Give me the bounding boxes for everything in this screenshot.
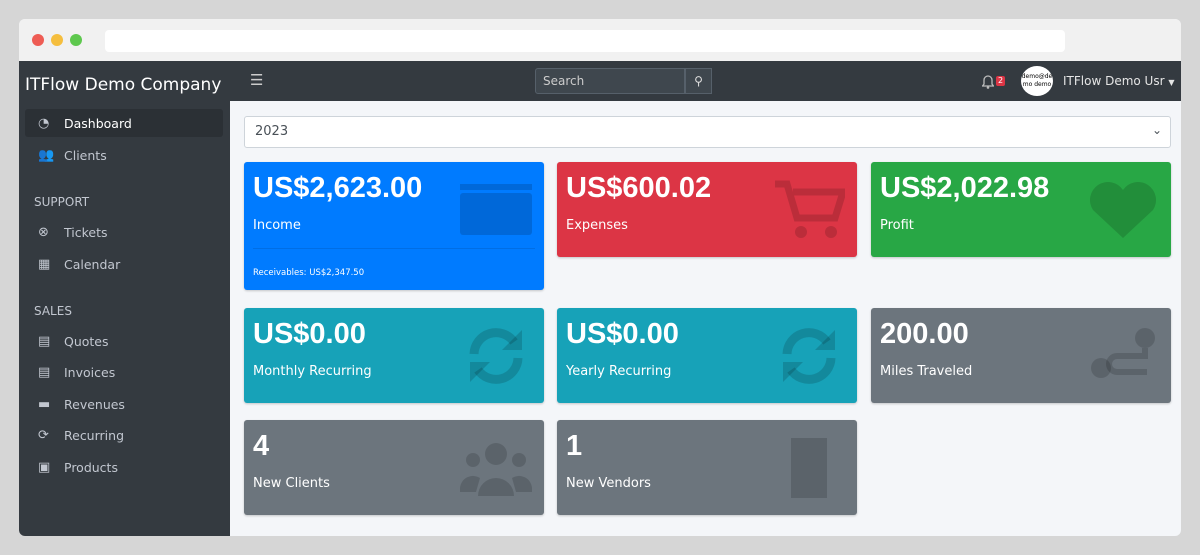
close-dot[interactable] xyxy=(32,34,44,46)
brand[interactable]: ITFlow Demo Company xyxy=(25,75,222,95)
sidebar-item-invoices[interactable]: ▤ Invoices xyxy=(25,359,223,387)
search-button[interactable]: ⚲ xyxy=(685,68,712,94)
search-icon: ⚲ xyxy=(694,74,703,88)
users-icon xyxy=(460,438,532,498)
stat-value: 4 xyxy=(253,430,270,462)
stat-card-miles-traveled[interactable]: 200.00 Miles Traveled xyxy=(871,308,1171,403)
stat-card-new-vendors[interactable]: 1 New Vendors xyxy=(557,420,857,515)
browser-window: ITFlow Demo Company ◔ Dashboard 👥 Clients SU… xyxy=(19,19,1181,536)
sidebar-item-revenues[interactable]: ▬ Revenues xyxy=(25,390,223,418)
stat-card-new-clients[interactable]: 4 New Clients xyxy=(244,420,544,515)
caret-down-icon: ▼ xyxy=(1168,78,1175,87)
credit-card-icon: ▬ xyxy=(38,396,51,412)
search-input[interactable]: Search xyxy=(535,68,685,94)
bell-icon[interactable] xyxy=(981,74,995,89)
stat-value: 200.00 xyxy=(880,318,969,350)
sidebar-item-label: Quotes xyxy=(64,333,109,349)
stat-label: New Vendors xyxy=(566,476,651,491)
user-name: ITFlow Demo Usr xyxy=(1063,74,1165,88)
tachometer-icon: ◔ xyxy=(38,115,50,131)
sidebar-item-quotes[interactable]: ▤ Quotes xyxy=(25,327,223,355)
maximize-dot[interactable] xyxy=(70,34,82,46)
stat-value: US$0.00 xyxy=(566,318,679,350)
avatar[interactable]: demo@demo demo xyxy=(1021,66,1053,96)
stat-value: US$600.02 xyxy=(566,172,712,204)
chevron-down-icon: ⌄ xyxy=(1151,123,1162,137)
stat-value: US$0.00 xyxy=(253,318,366,350)
year-select[interactable]: 2023 ⌄ xyxy=(244,116,1171,148)
sidebar-item-dashboard[interactable]: ◔ Dashboard xyxy=(25,109,223,137)
route-icon xyxy=(1087,326,1159,386)
stat-label: Expenses xyxy=(566,218,628,233)
calendar-icon: ▦ xyxy=(38,256,51,272)
invoice-icon: ▤ xyxy=(38,365,51,381)
address-bar[interactable] xyxy=(105,30,1065,52)
sidebar-item-calendar[interactable]: ▦ Calendar xyxy=(25,250,223,278)
sidebar-item-label: Calendar xyxy=(64,256,121,272)
stat-card-yearly-recurring[interactable]: US$0.00 Yearly Recurring xyxy=(557,308,857,403)
cart-icon xyxy=(773,180,848,240)
stat-value: US$2,022.98 xyxy=(880,172,1050,204)
sidebar-item-label: Tickets xyxy=(64,224,108,240)
receivables-text: Receivables: US$2,347.50 xyxy=(253,268,365,278)
stat-label: Income xyxy=(253,218,301,233)
sidebar-item-label: Clients xyxy=(64,147,107,163)
minimize-dot[interactable] xyxy=(51,34,63,46)
stat-label: Profit xyxy=(880,218,914,233)
year-select-value: 2023 xyxy=(255,124,289,139)
sidebar-item-label: Recurring xyxy=(64,428,124,444)
sidebar-item-recurring[interactable]: ⟳ Recurring xyxy=(25,422,223,450)
users-icon: 👥 xyxy=(38,147,55,163)
life-ring-icon: ⊗ xyxy=(38,224,49,240)
stat-value: US$2,623.00 xyxy=(253,172,423,204)
file-icon: ▤ xyxy=(38,333,51,349)
building-icon xyxy=(773,438,845,498)
sidebar-section-header: SUPPORT xyxy=(34,195,90,209)
browser-titlebar xyxy=(19,19,1181,61)
sidebar-item-tickets[interactable]: ⊗ Tickets xyxy=(25,218,223,246)
sidebar-item-label: Dashboard xyxy=(64,115,132,131)
user-menu[interactable]: ITFlow Demo Usr ▼ xyxy=(1063,74,1175,88)
stat-card-income[interactable]: US$2,623.00 Income Receivables: US$2,347.… xyxy=(244,162,544,290)
heart-icon xyxy=(1087,180,1159,240)
stat-value: 1 xyxy=(566,430,583,462)
sidebar-item-label: Invoices xyxy=(64,365,116,381)
stat-label: Yearly Recurring xyxy=(566,364,672,379)
sidebar-item-clients[interactable]: 👥 Clients xyxy=(25,141,223,169)
top-navbar: ☰ Search ⚲ 2 demo@demo demo ITFlow Demo … xyxy=(230,61,1181,101)
sync-icon xyxy=(460,326,532,386)
stat-card-expenses[interactable]: US$600.02 Expenses xyxy=(557,162,857,257)
stat-card-profit[interactable]: US$2,022.98 Profit xyxy=(871,162,1171,257)
stat-label: Miles Traveled xyxy=(880,364,973,379)
sync-icon: ⟳ xyxy=(38,428,49,444)
sidebar-item-products[interactable]: ▣ Products xyxy=(25,453,223,481)
stat-card-monthly-recurring[interactable]: US$0.00 Monthly Recurring xyxy=(244,308,544,403)
sidebar-item-label: Revenues xyxy=(64,396,125,412)
notification-badge: 2 xyxy=(996,76,1006,86)
divider xyxy=(253,248,535,249)
menu-toggle-icon[interactable]: ☰ xyxy=(250,71,264,89)
stat-label: Monthly Recurring xyxy=(253,364,372,379)
box-icon: ▣ xyxy=(38,459,51,475)
sidebar-section-header: SALES xyxy=(34,304,72,318)
sidebar-item-label: Products xyxy=(64,459,118,475)
sync-icon xyxy=(773,326,845,386)
sidebar: ITFlow Demo Company ◔ Dashboard 👥 Clients SU… xyxy=(19,61,230,536)
credit-card-icon xyxy=(460,180,532,240)
stat-label: New Clients xyxy=(253,476,330,491)
